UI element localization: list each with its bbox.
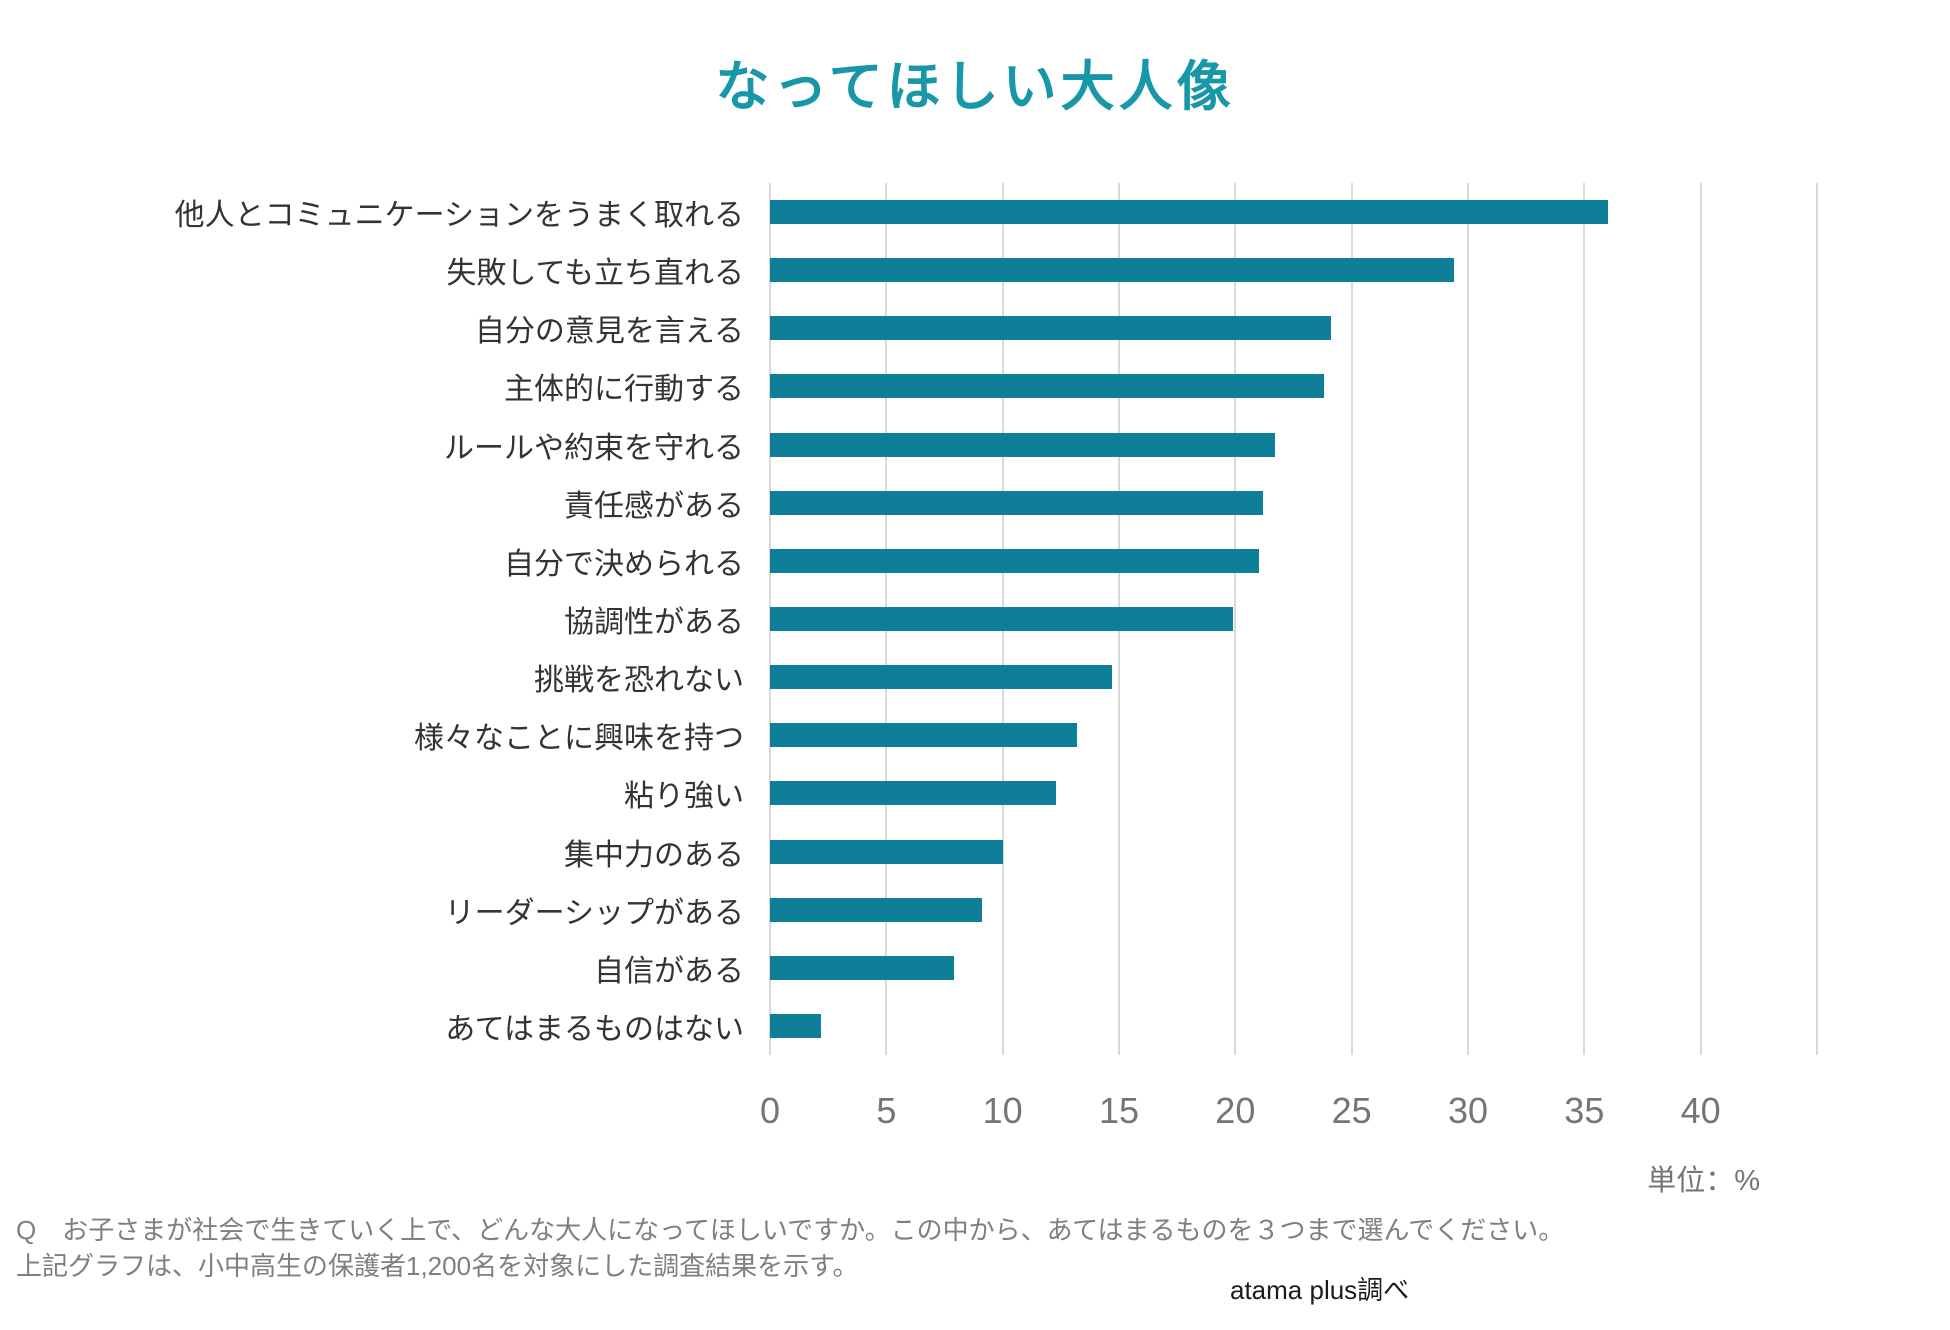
gridline [1583, 183, 1586, 1055]
category-label: 他人とコミュニケーションをうまく取れる [174, 199, 744, 233]
gridline [1467, 183, 1469, 1055]
category-label: ルールや約束を守れる [444, 431, 744, 465]
bar [770, 490, 1264, 515]
gridline [1350, 183, 1353, 1055]
bar-row [770, 648, 1817, 706]
bar [770, 548, 1259, 573]
bar [770, 665, 1113, 690]
bar [770, 1014, 822, 1039]
gridline [1234, 183, 1237, 1055]
x-tick-label: 30 [1447, 1090, 1489, 1131]
category-label: 様々なことに興味を持つ [414, 722, 744, 756]
x-axis-ticks: 0 5 10 15 20 25 30 35 40 [760, 1090, 1817, 1140]
bar-row [770, 881, 1817, 939]
footnote-sample-note: 上記グラフは、小中高生の保護者1,200名を対象にした調査結果を示す。 [16, 1251, 859, 1281]
x-tick-label: 0 [759, 1090, 781, 1131]
bar-row [770, 357, 1817, 415]
bar [770, 781, 1057, 806]
bar-row [770, 823, 1817, 881]
x-tick-label: 20 [1215, 1090, 1256, 1131]
bar-row [770, 532, 1817, 590]
bar [770, 432, 1275, 457]
category-label: 責任感がある [564, 489, 744, 523]
x-tick-label: 10 [982, 1090, 1023, 1131]
x-tick-label: 35 [1564, 1090, 1605, 1131]
bars [770, 183, 1817, 1055]
page-title: なってほしい大人像 [715, 57, 1235, 117]
category-label: 自信がある [594, 954, 744, 988]
category-label: 協調性がある [564, 606, 744, 640]
bar [770, 839, 1003, 864]
bar [770, 897, 982, 922]
category-label: 挑戦を恐れない [534, 664, 744, 698]
x-tick-label: 5 [876, 1090, 897, 1131]
bar-row [770, 474, 1817, 532]
bar-row [770, 764, 1817, 822]
bar-row [770, 997, 1817, 1055]
category-label: 集中力のある [564, 838, 744, 872]
source-label: atama plus調べ [1230, 1275, 1410, 1305]
bar [770, 723, 1078, 748]
category-label: リーダーシップがある [444, 896, 744, 930]
plot-area [769, 183, 1818, 1055]
bar-row [770, 590, 1817, 648]
footnote: Q お子さまが社会で生きていく上で、どんな大人になってほしいですか。この中から、… [16, 1212, 1564, 1284]
bar [770, 955, 954, 980]
bar [770, 607, 1233, 632]
x-tick-label: 40 [1680, 1090, 1721, 1131]
footnote-question: Q お子さまが社会で生きていく上で、どんな大人になってほしいですか。この中から、… [16, 1215, 1565, 1245]
bar-row [770, 706, 1817, 764]
category-label: 自分の意見を言える [474, 315, 744, 349]
bar-row [770, 299, 1817, 357]
category-label: 粘り強い [624, 780, 744, 814]
x-tick-label: 15 [1098, 1090, 1140, 1131]
bar-row [770, 183, 1817, 241]
unit-label: 単位：% [1647, 1165, 1760, 1197]
category-label: あてはまるものはない [445, 1013, 744, 1047]
bar [770, 374, 1324, 399]
category-label: 自分で決められる [504, 547, 744, 581]
x-tick-label: 25 [1331, 1090, 1372, 1131]
bar-row [770, 416, 1817, 474]
category-label: 主体的に行動する [504, 373, 744, 407]
bar [770, 200, 1608, 225]
bar-row [770, 939, 1817, 997]
category-labels: 他人とコミュニケーションをうまく取れる失敗しても立ち直れる自分の意見を言える主体… [0, 183, 744, 1055]
category-label: 失敗しても立ち直れる [446, 257, 744, 291]
bar [770, 316, 1331, 341]
gridline [1699, 183, 1702, 1055]
bar [770, 258, 1455, 283]
gridline [1816, 183, 1818, 1055]
bar-row [770, 241, 1817, 299]
